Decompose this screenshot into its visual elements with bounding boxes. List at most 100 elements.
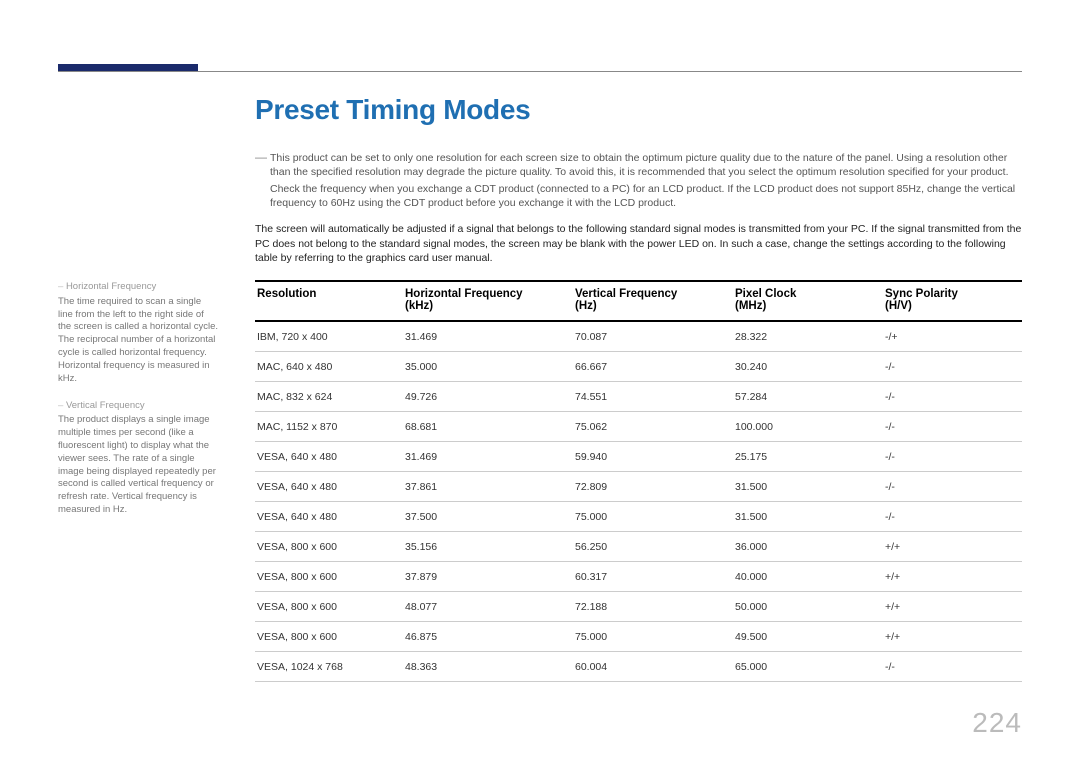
cell-sync: -/- bbox=[885, 511, 1015, 523]
cell-pclock: 36.000 bbox=[735, 541, 885, 553]
timing-table: Resolution Horizontal Frequency(kHz) Ver… bbox=[255, 280, 1022, 682]
cell-resolution: VESA, 800 x 600 bbox=[255, 601, 405, 613]
cell-hfreq: 68.681 bbox=[405, 421, 575, 433]
col-pclock: Pixel Clock(MHz) bbox=[735, 288, 885, 312]
page-title: Preset Timing Modes bbox=[255, 94, 530, 126]
table-row: MAC, 640 x 48035.00066.66730.240-/- bbox=[255, 352, 1022, 382]
cell-hfreq: 48.077 bbox=[405, 601, 575, 613]
note-dash-icon: ― bbox=[255, 150, 267, 164]
cell-sync: -/- bbox=[885, 391, 1015, 403]
cell-resolution: VESA, 800 x 600 bbox=[255, 571, 405, 583]
top-rule bbox=[58, 71, 1022, 72]
cell-sync: -/+ bbox=[885, 331, 1015, 343]
col-resolution: Resolution bbox=[255, 288, 405, 300]
table-row: VESA, 800 x 60046.87575.00049.500+/+ bbox=[255, 622, 1022, 652]
cell-sync: -/- bbox=[885, 481, 1015, 493]
cell-pclock: 50.000 bbox=[735, 601, 885, 613]
cell-vfreq: 75.062 bbox=[575, 421, 735, 433]
cell-hfreq: 31.469 bbox=[405, 451, 575, 463]
cell-sync: +/+ bbox=[885, 631, 1015, 643]
cell-vfreq: 60.004 bbox=[575, 661, 735, 673]
cell-pclock: 25.175 bbox=[735, 451, 885, 463]
cell-vfreq: 75.000 bbox=[575, 631, 735, 643]
cell-resolution: VESA, 640 x 480 bbox=[255, 451, 405, 463]
note-2: Check the frequency when you exchange a … bbox=[270, 182, 1022, 210]
glossary-desc-vf: The product displays a single image mult… bbox=[58, 414, 218, 517]
col-label: Sync Polarity bbox=[885, 288, 958, 300]
cell-vfreq: 75.000 bbox=[575, 511, 735, 523]
glossary-term-vf: Vertical Frequency bbox=[58, 400, 218, 413]
cell-hfreq: 31.469 bbox=[405, 331, 575, 343]
cell-pclock: 40.000 bbox=[735, 571, 885, 583]
cell-hfreq: 37.879 bbox=[405, 571, 575, 583]
cell-sync: +/+ bbox=[885, 571, 1015, 583]
col-unit: (kHz) bbox=[405, 300, 575, 312]
col-unit: (Hz) bbox=[575, 300, 735, 312]
cell-vfreq: 72.188 bbox=[575, 601, 735, 613]
cell-pclock: 65.000 bbox=[735, 661, 885, 673]
cell-hfreq: 48.363 bbox=[405, 661, 575, 673]
cell-sync: +/+ bbox=[885, 601, 1015, 613]
cell-resolution: MAC, 640 x 480 bbox=[255, 361, 405, 373]
cell-pclock: 57.284 bbox=[735, 391, 885, 403]
table-row: MAC, 1152 x 87068.68175.062100.000-/- bbox=[255, 412, 1022, 442]
col-label: Vertical Frequency bbox=[575, 288, 677, 300]
cell-vfreq: 56.250 bbox=[575, 541, 735, 553]
col-label: Resolution bbox=[257, 288, 316, 300]
cell-resolution: VESA, 640 x 480 bbox=[255, 511, 405, 523]
col-unit: (H/V) bbox=[885, 300, 1015, 312]
table-header-row: Resolution Horizontal Frequency(kHz) Ver… bbox=[255, 280, 1022, 322]
col-unit: (MHz) bbox=[735, 300, 885, 312]
cell-resolution: VESA, 800 x 600 bbox=[255, 631, 405, 643]
cell-resolution: VESA, 640 x 480 bbox=[255, 481, 405, 493]
cell-sync: -/- bbox=[885, 421, 1015, 433]
cell-sync: -/- bbox=[885, 661, 1015, 673]
cell-vfreq: 74.551 bbox=[575, 391, 735, 403]
col-label: Horizontal Frequency bbox=[405, 288, 523, 300]
col-label: Pixel Clock bbox=[735, 288, 796, 300]
cell-resolution: IBM, 720 x 400 bbox=[255, 331, 405, 343]
cell-vfreq: 66.667 bbox=[575, 361, 735, 373]
cell-sync: -/- bbox=[885, 451, 1015, 463]
col-vfreq: Vertical Frequency(Hz) bbox=[575, 288, 735, 312]
sidebar-glossary: Horizontal Frequency The time required t… bbox=[58, 281, 218, 531]
cell-vfreq: 72.809 bbox=[575, 481, 735, 493]
cell-sync: +/+ bbox=[885, 541, 1015, 553]
cell-vfreq: 60.317 bbox=[575, 571, 735, 583]
table-body: IBM, 720 x 40031.46970.08728.322-/+MAC, … bbox=[255, 322, 1022, 682]
cell-hfreq: 35.156 bbox=[405, 541, 575, 553]
table-row: VESA, 640 x 48037.50075.00031.500-/- bbox=[255, 502, 1022, 532]
cell-hfreq: 49.726 bbox=[405, 391, 575, 403]
cell-pclock: 31.500 bbox=[735, 511, 885, 523]
intro-paragraph: The screen will automatically be adjuste… bbox=[255, 222, 1022, 266]
cell-hfreq: 35.000 bbox=[405, 361, 575, 373]
cell-hfreq: 37.500 bbox=[405, 511, 575, 523]
cell-pclock: 100.000 bbox=[735, 421, 885, 433]
cell-pclock: 49.500 bbox=[735, 631, 885, 643]
cell-sync: -/- bbox=[885, 361, 1015, 373]
cell-resolution: MAC, 832 x 624 bbox=[255, 391, 405, 403]
cell-vfreq: 59.940 bbox=[575, 451, 735, 463]
table-row: VESA, 800 x 60035.15656.25036.000+/+ bbox=[255, 532, 1022, 562]
table-row: VESA, 1024 x 76848.36360.00465.000-/- bbox=[255, 652, 1022, 682]
cell-pclock: 28.322 bbox=[735, 331, 885, 343]
table-row: MAC, 832 x 62449.72674.55157.284-/- bbox=[255, 382, 1022, 412]
cell-hfreq: 37.861 bbox=[405, 481, 575, 493]
glossary-desc-hf: The time required to scan a single line … bbox=[58, 296, 218, 386]
glossary-term-hf: Horizontal Frequency bbox=[58, 281, 218, 294]
table-row: VESA, 800 x 60037.87960.31740.000+/+ bbox=[255, 562, 1022, 592]
cell-pclock: 31.500 bbox=[735, 481, 885, 493]
cell-vfreq: 70.087 bbox=[575, 331, 735, 343]
table-row: VESA, 800 x 60048.07772.18850.000+/+ bbox=[255, 592, 1022, 622]
cell-resolution: VESA, 800 x 600 bbox=[255, 541, 405, 553]
col-hfreq: Horizontal Frequency(kHz) bbox=[405, 288, 575, 312]
table-row: IBM, 720 x 40031.46970.08728.322-/+ bbox=[255, 322, 1022, 352]
cell-pclock: 30.240 bbox=[735, 361, 885, 373]
table-row: VESA, 640 x 48037.86172.80931.500-/- bbox=[255, 472, 1022, 502]
col-sync: Sync Polarity(H/V) bbox=[885, 288, 1015, 312]
page-number: 224 bbox=[972, 707, 1022, 739]
cell-hfreq: 46.875 bbox=[405, 631, 575, 643]
cell-resolution: MAC, 1152 x 870 bbox=[255, 421, 405, 433]
table-row: VESA, 640 x 48031.46959.94025.175-/- bbox=[255, 442, 1022, 472]
note-1: This product can be set to only one reso… bbox=[270, 151, 1022, 179]
